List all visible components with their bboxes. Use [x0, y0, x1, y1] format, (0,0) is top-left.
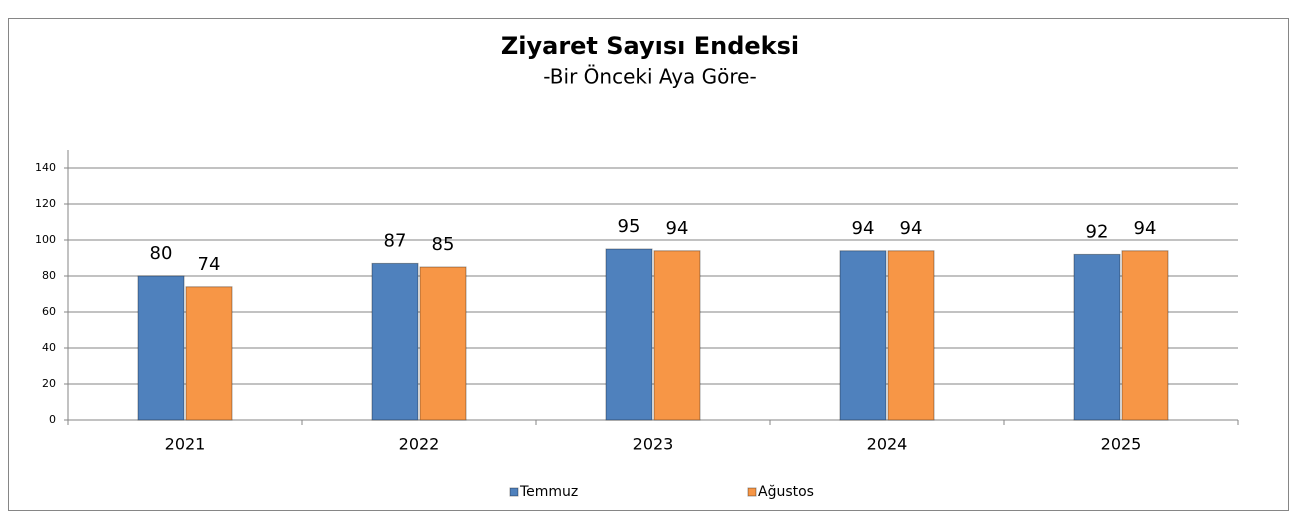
x-tick-label: 2021: [165, 435, 206, 454]
y-tick-label: 20: [42, 377, 56, 390]
data-label: 92: [1086, 221, 1109, 242]
data-label: 74: [198, 254, 221, 275]
bar: [185, 286, 233, 421]
x-tick-label: 2024: [867, 435, 908, 454]
data-label: 94: [1134, 218, 1157, 239]
bar: [1121, 250, 1169, 421]
chart-subtitle: -Bir Önceki Aya Göre-: [543, 65, 756, 89]
data-label: 80: [150, 243, 173, 264]
data-label: 94: [900, 218, 923, 239]
x-tick-label: 2023: [633, 435, 674, 454]
y-tick-label: 140: [35, 161, 56, 174]
legend-swatch: [747, 487, 757, 497]
data-label: 87: [384, 230, 407, 251]
data-label: 95: [618, 216, 641, 237]
y-tick-label: 40: [42, 341, 56, 354]
bar: [839, 250, 887, 421]
data-label: 94: [666, 218, 689, 239]
bar: [1073, 253, 1121, 421]
y-tick-label: 60: [42, 305, 56, 318]
legend-label: Temmuz: [519, 484, 578, 500]
bar: [653, 250, 701, 421]
y-tick-label: 80: [42, 269, 56, 282]
data-label: 94: [852, 218, 875, 239]
chart-title: Ziyaret Sayısı Endeksi: [501, 32, 799, 60]
bar: [419, 266, 467, 421]
bar: [371, 262, 419, 421]
x-tick-label: 2025: [1101, 435, 1142, 454]
x-tick-label: 2022: [399, 435, 440, 454]
y-tick-label: 120: [35, 197, 56, 210]
legend-swatch: [509, 487, 519, 497]
bar: [605, 248, 653, 421]
bar: [887, 250, 935, 421]
y-tick-label: 100: [35, 233, 56, 246]
bar: [137, 275, 185, 421]
y-tick-label: 0: [49, 413, 56, 426]
legend-label: Ağustos: [758, 484, 814, 500]
data-label: 85: [432, 234, 455, 255]
